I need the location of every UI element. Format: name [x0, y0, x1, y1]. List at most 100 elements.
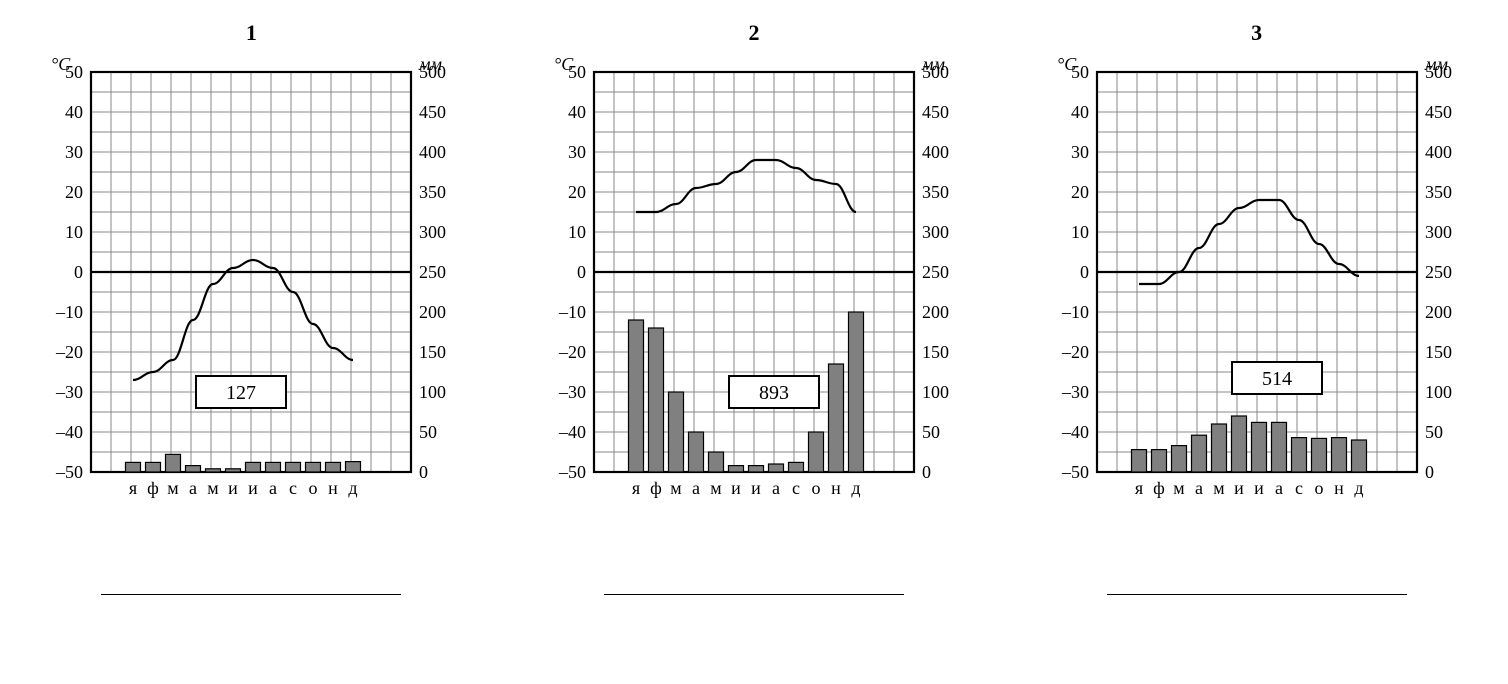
precip-bar: [246, 462, 261, 472]
precip-bar: [226, 469, 241, 472]
left-tick: 50: [65, 62, 83, 82]
left-tick: –50: [55, 462, 83, 482]
left-tick: –50: [1061, 462, 1089, 482]
left-tick: 0: [577, 262, 586, 282]
precip-bar: [206, 469, 221, 472]
left-tick: 20: [65, 182, 83, 202]
answer-line: [1107, 594, 1407, 595]
month-label: а: [269, 478, 277, 498]
month-label: ф: [147, 478, 159, 498]
precip-bar: [306, 462, 321, 472]
month-label: о: [1314, 478, 1323, 498]
right-tick: 450: [1425, 102, 1452, 122]
left-tick: –10: [55, 302, 83, 322]
precip-bar: [1131, 450, 1146, 472]
right-tick: 0: [922, 462, 931, 482]
month-label: о: [811, 478, 820, 498]
precip-bar: [146, 462, 161, 472]
month-label: м: [670, 478, 681, 498]
right-tick: 450: [419, 102, 446, 122]
precip-bar: [728, 466, 743, 472]
right-tick: 450: [922, 102, 949, 122]
climograph-panel-1: 1°Cмм50403020100–10–20–30–40–50500450400…: [21, 20, 481, 595]
precip-bar: [186, 466, 201, 472]
right-tick: 350: [922, 182, 949, 202]
left-tick: 40: [1071, 102, 1089, 122]
temp-curve: [636, 160, 856, 212]
precip-bar: [346, 462, 361, 472]
right-tick: 150: [922, 342, 949, 362]
right-tick: 500: [1425, 62, 1452, 82]
precip-bar: [828, 364, 843, 472]
month-label: н: [1334, 478, 1344, 498]
precip-bar: [1251, 422, 1266, 472]
climograph-svg: °Cмм50403020100–10–20–30–40–505004504003…: [21, 52, 481, 552]
precip-bar: [1211, 424, 1226, 472]
right-tick: 400: [419, 142, 446, 162]
left-tick: 10: [1071, 222, 1089, 242]
climograph-svg: °Cмм50403020100–10–20–30–40–505004504003…: [524, 52, 984, 552]
month-label: а: [1195, 478, 1203, 498]
right-tick: 50: [1425, 422, 1443, 442]
climograph-panel-3: 3°Cмм50403020100–10–20–30–40–50500450400…: [1027, 20, 1487, 595]
precip-bar: [1351, 440, 1366, 472]
left-tick: 0: [1080, 262, 1089, 282]
month-label: н: [831, 478, 841, 498]
climograph-panel-2: 2°Cмм50403020100–10–20–30–40–50500450400…: [524, 20, 984, 595]
left-tick: –30: [1061, 382, 1089, 402]
precip-bar: [748, 466, 763, 472]
right-tick: 250: [419, 262, 446, 282]
month-label: и: [1254, 478, 1264, 498]
precip-bar: [1291, 438, 1306, 472]
left-tick: 40: [568, 102, 586, 122]
answer-line: [604, 594, 904, 595]
month-label: с: [792, 478, 800, 498]
month-label: а: [772, 478, 780, 498]
month-label: д: [349, 478, 358, 498]
left-tick: 20: [568, 182, 586, 202]
right-tick: 300: [922, 222, 949, 242]
precip-bars: [126, 454, 361, 472]
left-tick: 40: [65, 102, 83, 122]
month-label: а: [1275, 478, 1283, 498]
right-tick: 350: [1425, 182, 1452, 202]
annual-total: 127: [226, 382, 256, 404]
month-label: о: [309, 478, 318, 498]
precip-bar: [166, 454, 181, 472]
precip-bar: [668, 392, 683, 472]
month-label: а: [692, 478, 700, 498]
right-tick: 400: [1425, 142, 1452, 162]
precip-bars: [1131, 416, 1366, 472]
right-tick: 200: [419, 302, 446, 322]
precip-bar: [1151, 450, 1166, 472]
right-tick: 500: [419, 62, 446, 82]
charts-row: 1°Cмм50403020100–10–20–30–40–50500450400…: [10, 20, 1498, 595]
right-tick: 300: [1425, 222, 1452, 242]
left-tick: –10: [558, 302, 586, 322]
precip-bar: [1171, 446, 1186, 472]
left-tick: –20: [1061, 342, 1089, 362]
month-label: и: [249, 478, 259, 498]
month-label: с: [1295, 478, 1303, 498]
climograph-svg: °Cмм50403020100–10–20–30–40–505004504003…: [1027, 52, 1487, 552]
right-tick: 250: [922, 262, 949, 282]
right-tick: 50: [419, 422, 437, 442]
left-tick: –40: [1061, 422, 1089, 442]
right-tick: 0: [419, 462, 428, 482]
left-tick: 30: [1071, 142, 1089, 162]
month-label: ф: [1153, 478, 1165, 498]
month-label: ф: [650, 478, 662, 498]
right-tick: 200: [922, 302, 949, 322]
left-tick: –40: [558, 422, 586, 442]
month-label: м: [1213, 478, 1224, 498]
left-tick: –50: [558, 462, 586, 482]
precip-bar: [628, 320, 643, 472]
month-label: д: [851, 478, 860, 498]
left-tick: 0: [74, 262, 83, 282]
left-tick: 10: [65, 222, 83, 242]
temp-curve: [133, 260, 353, 380]
left-tick: –20: [55, 342, 83, 362]
precip-bar: [848, 312, 863, 472]
right-tick: 300: [419, 222, 446, 242]
right-tick: 50: [922, 422, 940, 442]
